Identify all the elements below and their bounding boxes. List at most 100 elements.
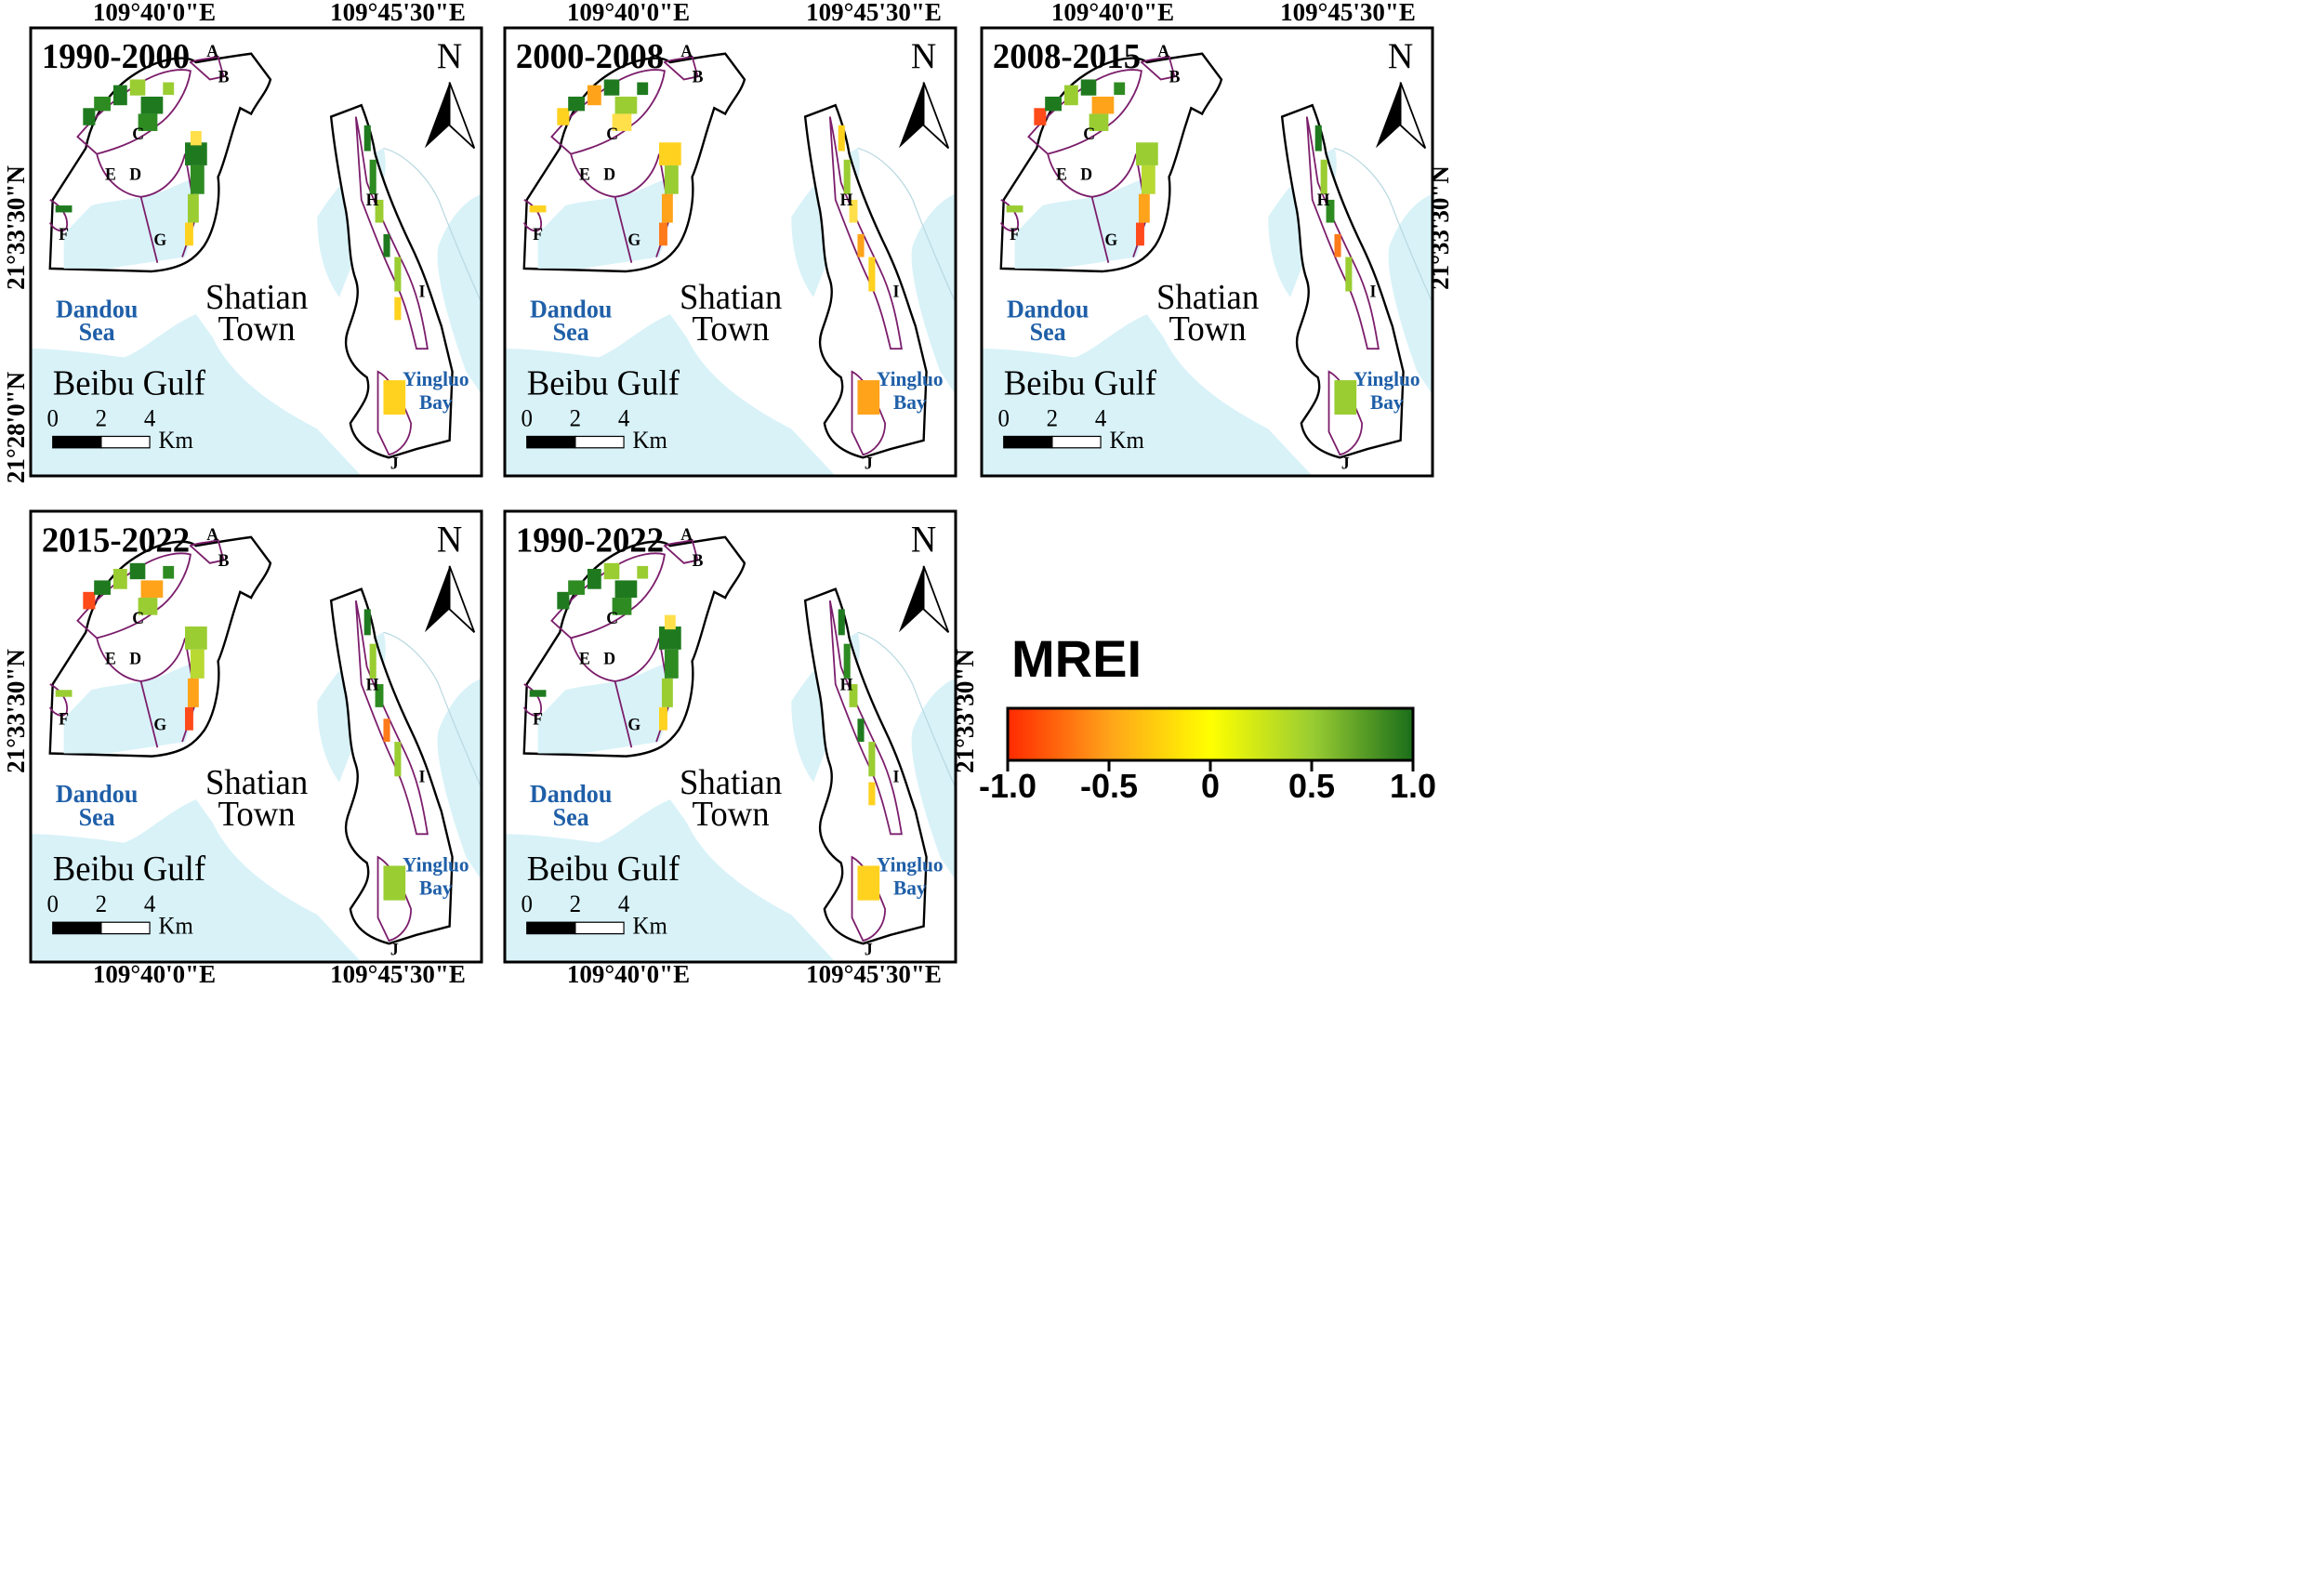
zone-label-J: J <box>865 454 873 472</box>
scale-segment-light <box>574 435 625 449</box>
shatian-town-label: Shatian <box>205 762 308 802</box>
dandou-sea-label: Sea <box>79 317 115 346</box>
scale-unit: Km <box>633 427 668 454</box>
zone-label-J: J <box>390 940 399 958</box>
dandou-sea-label: Sea <box>79 802 115 831</box>
zone-labels: AB C DE F G H I J <box>533 42 899 473</box>
zone-labels: AB C DE F G H I J <box>1010 42 1376 473</box>
shatian-town-label: Shatian <box>680 762 782 802</box>
yingluo-bay-label: Yingluo <box>403 853 469 877</box>
zone-label-D: D <box>129 165 141 183</box>
panel-frame <box>29 509 483 964</box>
panel-period-title: 2000-2008 <box>516 38 664 77</box>
legend-tick-label: -0.5 <box>1080 767 1138 805</box>
dandou-sea-label: Sea <box>553 317 589 346</box>
longitude-label: 109°40'0"E <box>93 960 216 988</box>
beibu-gulf-label: Beibu Gulf <box>53 364 206 403</box>
zone-label-C: C <box>132 125 144 143</box>
scale-tick: 0 <box>521 890 532 918</box>
zone-label-G: G <box>153 715 166 733</box>
zone-label-E: E <box>1056 165 1067 183</box>
zone-label-H: H <box>1317 191 1330 209</box>
north-arrow-icon: N <box>1375 37 1427 150</box>
shatian-town-label: Shatian <box>680 278 782 317</box>
north-arrow-left <box>424 82 450 149</box>
beibu-gulf-label: Beibu Gulf <box>1004 364 1157 403</box>
dandou-sea-label: Dandou <box>530 295 613 323</box>
yingluo-bay-label: Yingluo <box>877 853 944 877</box>
scale-segment-dark <box>526 921 576 935</box>
zone-label-A: A <box>680 42 693 60</box>
zone-label-E: E <box>105 165 116 183</box>
panel-period-title: 2008-2015 <box>993 38 1141 77</box>
zone-label-D: D <box>603 649 615 667</box>
legend-tick-label: 1.0 <box>1390 767 1436 805</box>
longitude-label: 109°45'30"E <box>806 0 942 26</box>
north-arrow-icon: N <box>898 520 950 633</box>
scale-segment-light <box>1051 435 1102 449</box>
zone-label-H: H <box>840 191 853 209</box>
scale-segment-dark <box>52 921 102 935</box>
north-arrow-right <box>1399 82 1427 150</box>
longitude-label: 109°40'0"E <box>567 0 690 26</box>
scale-segment-dark <box>52 435 102 449</box>
yingluo-bay-label: Bay <box>419 877 453 900</box>
yingluo-bay-label: Yingluo <box>403 368 469 390</box>
north-label: N <box>911 520 936 560</box>
shatian-town-label: Town <box>693 310 770 349</box>
shatian-town-label: Town <box>218 794 295 834</box>
zone-label-H: H <box>366 675 379 693</box>
scale-tick: 4 <box>1095 405 1107 432</box>
yingluo-bay-label: Bay <box>419 391 453 414</box>
zone-label-B: B <box>693 67 704 86</box>
legend-title: MREI <box>1011 629 1142 688</box>
scale-segment-dark <box>526 435 576 449</box>
dandou-sea-label: Dandou <box>56 295 139 323</box>
scale-bar: 0 2 4Km <box>46 405 193 454</box>
north-label: N <box>1388 37 1413 77</box>
latitude-label: 21°33'30"N <box>2 649 30 773</box>
scale-tick: 2 <box>1047 405 1058 432</box>
legend-tick-label: 0 <box>1201 767 1220 805</box>
zone-label-I: I <box>893 282 900 300</box>
longitude-label: 109°45'30"E <box>330 0 466 26</box>
north-label: N <box>437 37 462 77</box>
longitude-label: 109°45'30"E <box>1280 0 1416 26</box>
north-arrow-left <box>898 82 924 149</box>
zone-label-E: E <box>579 649 590 667</box>
shatian-town-label: Town <box>218 310 296 349</box>
zone-label-H: H <box>366 191 379 209</box>
scale-tick: 0 <box>997 405 1009 432</box>
panel-period-title: 1990-2022 <box>516 521 664 560</box>
dandou-sea-label: Sea <box>1030 317 1066 346</box>
longitude-label: 109°45'30"E <box>806 960 942 988</box>
yingluo-bay-label: Bay <box>1370 391 1404 414</box>
zone-label-A: A <box>206 42 218 60</box>
longitude-label: 109°40'0"E <box>567 960 690 988</box>
dandou-sea-label: Sea <box>553 802 589 831</box>
zone-label-F: F <box>59 225 69 244</box>
latitude-label: 21°33'30"N <box>2 165 30 290</box>
zone-label-J: J <box>390 454 399 472</box>
zone-label-I: I <box>1370 282 1377 300</box>
north-arrow-right <box>448 82 476 150</box>
scale-bar: 0 2 4Km <box>521 890 667 940</box>
scale-tick: 2 <box>570 890 581 918</box>
north-arrow-right <box>922 565 950 633</box>
longitude-label: 109°45'30"E <box>330 960 466 988</box>
zone-label-F: F <box>59 709 69 728</box>
dandou-sea-label: Dandou <box>1007 295 1089 323</box>
scale-unit: Km <box>633 912 668 940</box>
panel-frame <box>29 26 483 478</box>
zone-label-F: F <box>533 709 543 728</box>
shatian-town-label: Town <box>1169 310 1247 349</box>
scale-tick: 0 <box>46 405 58 432</box>
